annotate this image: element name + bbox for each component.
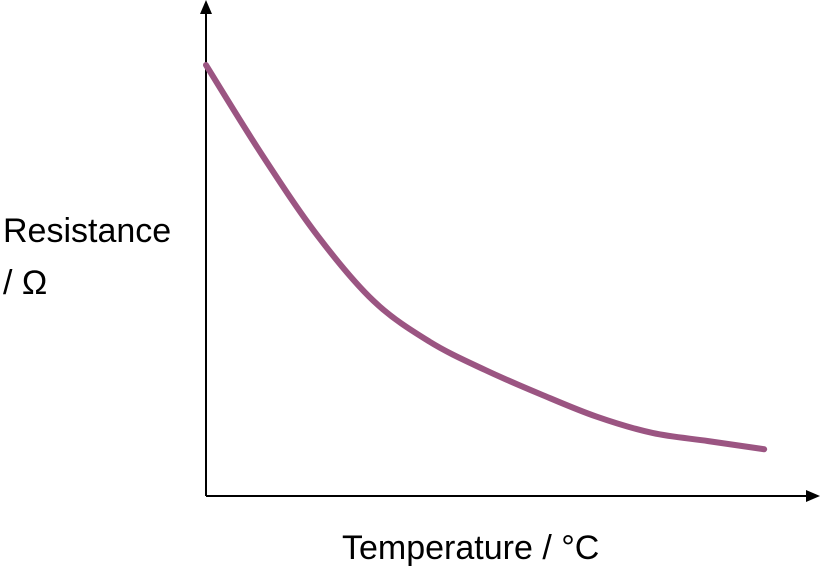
y-axis-label-line-2: / Ω [3,264,48,302]
x-axis-arrow-icon [806,490,820,502]
y-axis-label-line-1: Resistance [3,212,172,250]
y-axis-arrow-icon [200,0,212,14]
series-layer [203,62,768,453]
x-axis-label: Temperature / °C [342,529,600,567]
series-line-0 [203,62,768,453]
